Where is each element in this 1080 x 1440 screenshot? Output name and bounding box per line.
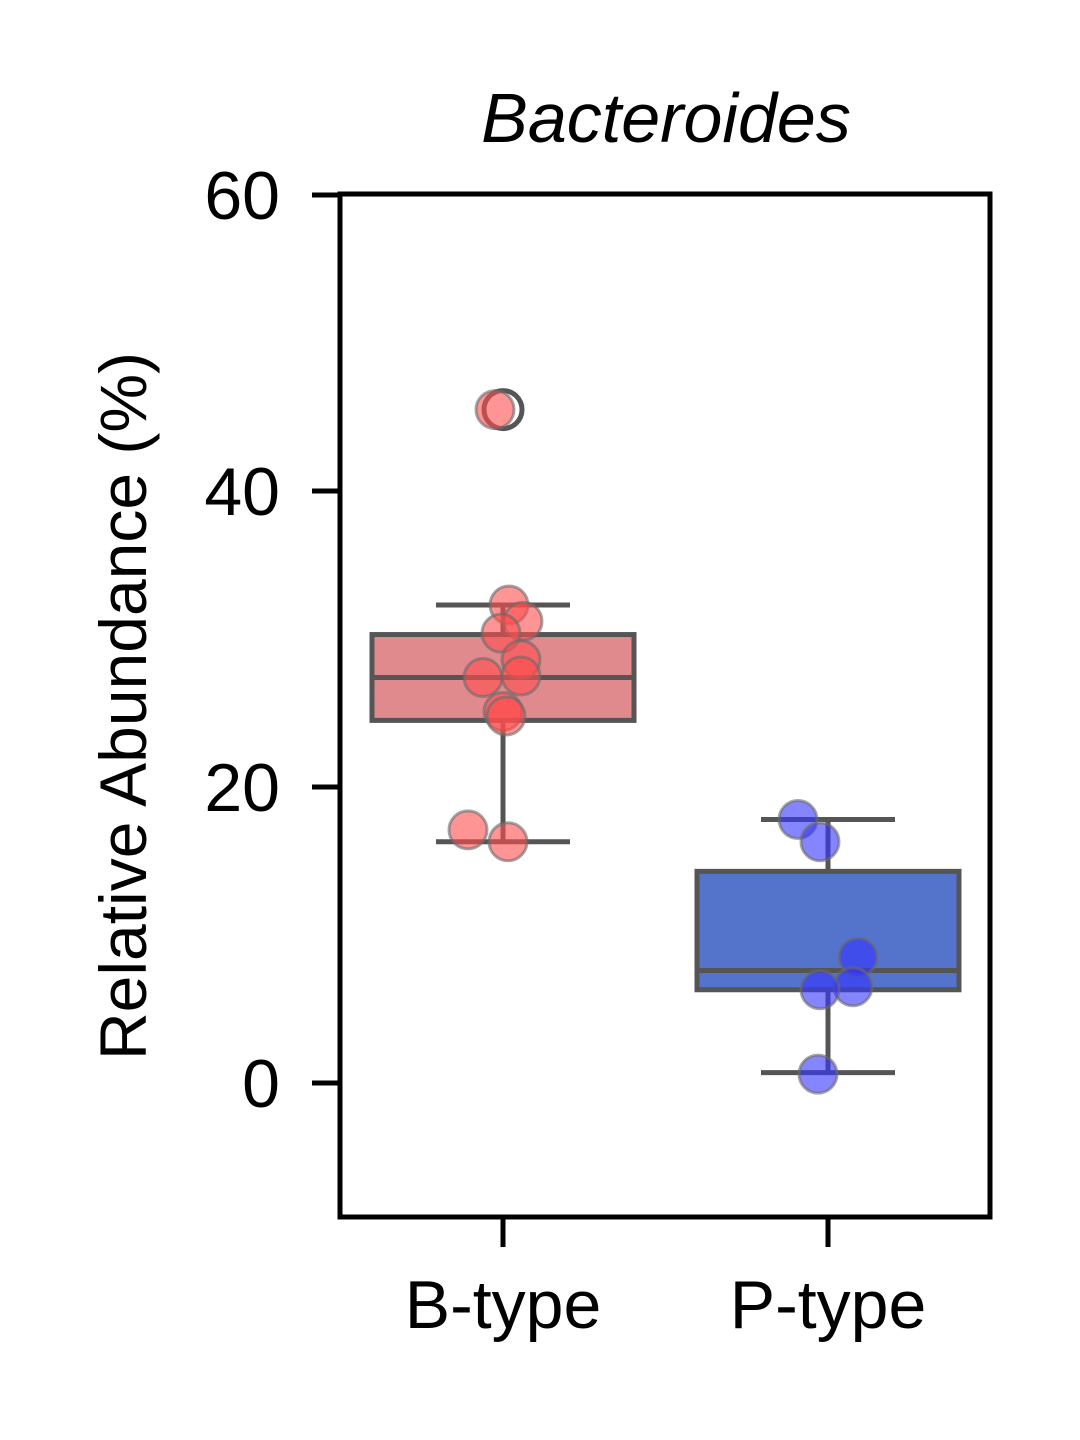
p-type-point-4 — [799, 969, 841, 1011]
plot-frame — [337, 191, 993, 1220]
b-type-point-9 — [447, 809, 489, 851]
b-type-point-5 — [462, 656, 504, 698]
y-tick-label-60: 60 — [204, 158, 280, 234]
axes: 0 20 40 60 B-type P-type — [204, 158, 926, 1343]
y-axis-label: Relative Abundance (%) — [86, 352, 160, 1060]
b-type-point-10 — [487, 821, 529, 863]
b-type-point-0 — [474, 389, 516, 431]
x-tick-label-B-type: B-type — [405, 1267, 602, 1343]
p-type-point-5 — [797, 1053, 839, 1095]
x-tick-label-P-type: P-type — [730, 1267, 927, 1343]
y-tick-label-40: 40 — [204, 454, 280, 530]
y-tick-label-20: 20 — [204, 750, 280, 826]
p-type-point-1 — [799, 821, 841, 863]
chart-title: Bacteroides — [481, 79, 851, 157]
b-type-point-6 — [500, 655, 542, 697]
plot-area — [369, 388, 962, 1095]
y-tick-label-0: 0 — [242, 1046, 280, 1122]
b-type-point-8 — [485, 695, 527, 737]
